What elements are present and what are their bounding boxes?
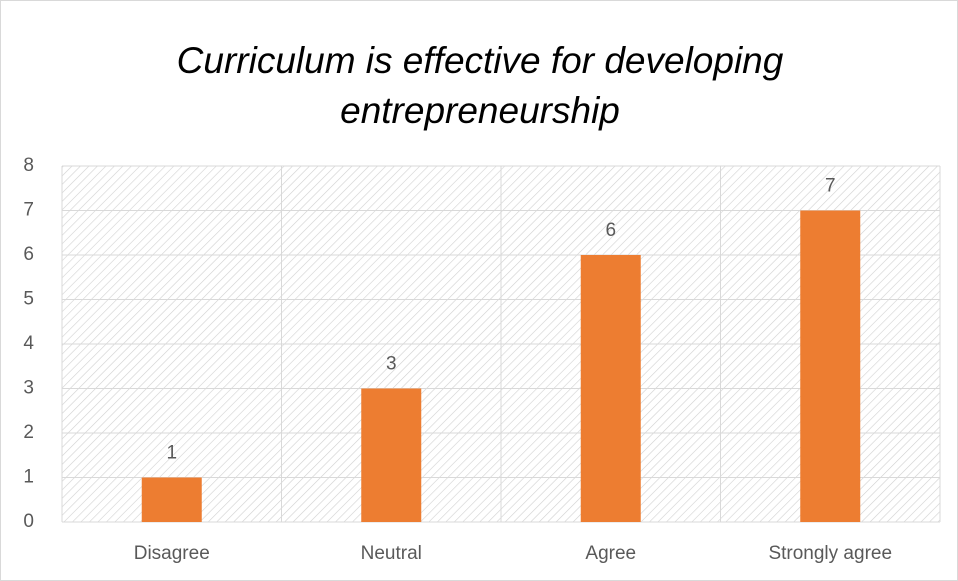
y-tick-label: 3 [23, 378, 34, 399]
y-tick-label: 7 [23, 200, 34, 221]
y-tick-label: 1 [23, 467, 34, 488]
data-label: 1 [166, 443, 177, 464]
data-label: 7 [825, 176, 836, 197]
y-tick-label: 6 [23, 244, 34, 265]
x-tick-label: Strongly agree [768, 543, 892, 564]
x-tick-label: Neutral [361, 543, 422, 564]
y-tick-label: 0 [23, 511, 34, 532]
x-tick-label: Disagree [134, 543, 210, 564]
y-tick-label: 2 [23, 422, 34, 443]
y-tick-label: 8 [23, 155, 34, 176]
chart-title: Curriculum is effective for developing e… [176, 40, 784, 131]
x-tick-label: Agree [585, 543, 636, 564]
data-label: 3 [386, 354, 397, 375]
bar [800, 210, 861, 522]
bar [361, 388, 422, 522]
data-label: 6 [605, 220, 616, 241]
y-tick-label: 4 [23, 333, 34, 354]
bar [141, 477, 202, 522]
bar [580, 255, 641, 522]
y-tick-label: 5 [23, 289, 34, 310]
